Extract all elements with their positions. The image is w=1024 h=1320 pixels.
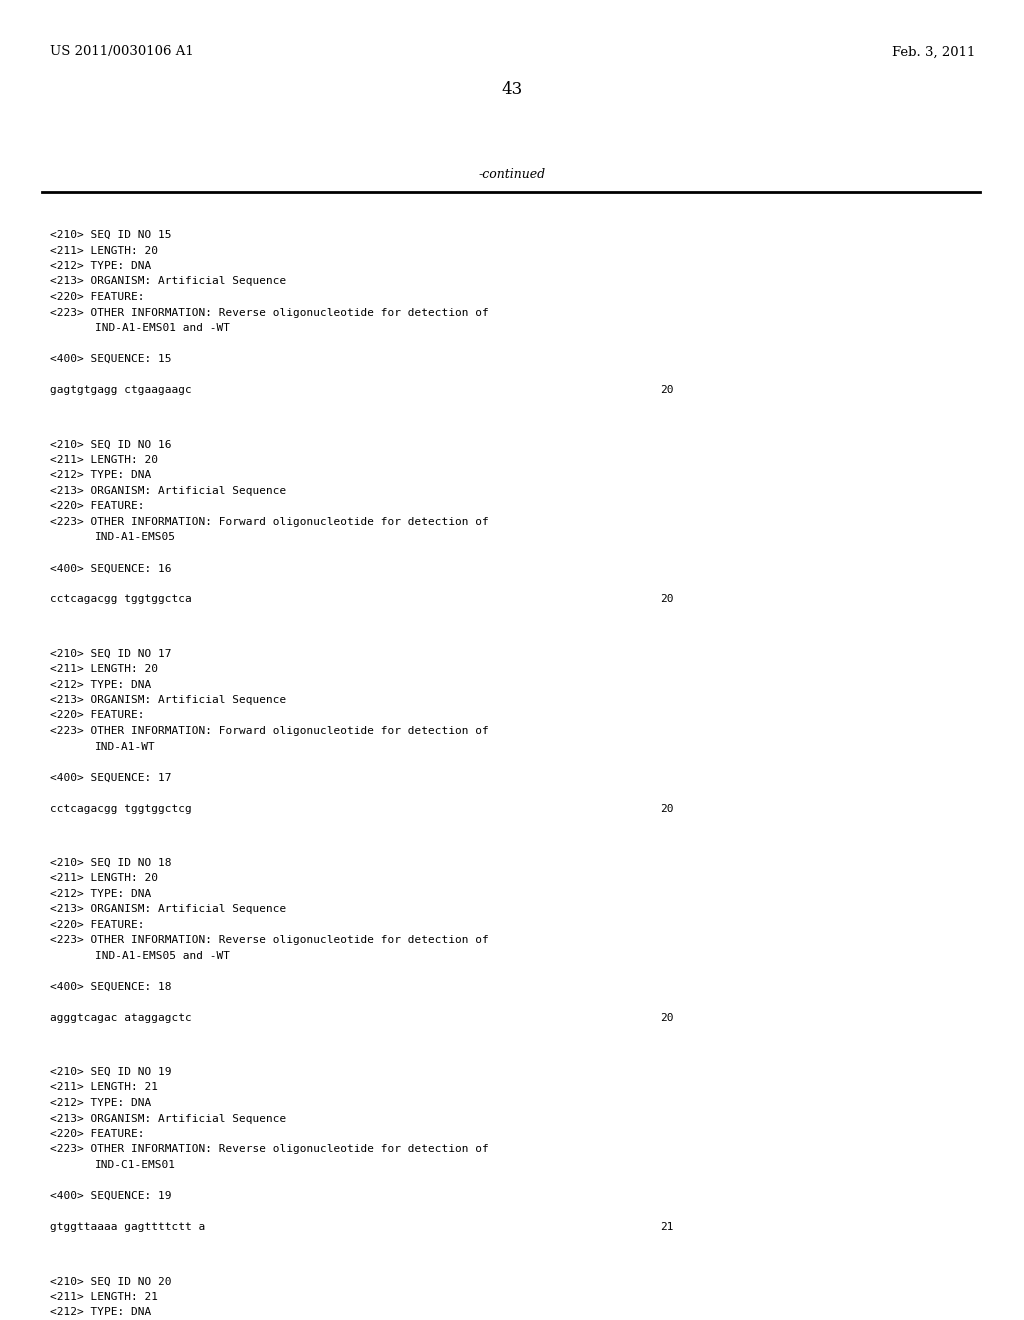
Text: 20: 20 — [660, 804, 674, 813]
Text: <213> ORGANISM: Artificial Sequence: <213> ORGANISM: Artificial Sequence — [50, 276, 287, 286]
Text: <212> TYPE: DNA: <212> TYPE: DNA — [50, 470, 152, 480]
Text: <212> TYPE: DNA: <212> TYPE: DNA — [50, 1098, 152, 1107]
Text: <210> SEQ ID NO 15: <210> SEQ ID NO 15 — [50, 230, 171, 240]
Text: <223> OTHER INFORMATION: Reverse oligonucleotide for detection of: <223> OTHER INFORMATION: Reverse oligonu… — [50, 308, 488, 318]
Text: gagtgtgagg ctgaagaagc: gagtgtgagg ctgaagaagc — [50, 385, 191, 395]
Text: <400> SEQUENCE: 17: <400> SEQUENCE: 17 — [50, 772, 171, 783]
Text: <223> OTHER INFORMATION: Forward oligonucleotide for detection of: <223> OTHER INFORMATION: Forward oligonu… — [50, 516, 488, 527]
Text: <213> ORGANISM: Artificial Sequence: <213> ORGANISM: Artificial Sequence — [50, 696, 287, 705]
Text: 21: 21 — [660, 1222, 674, 1232]
Text: <223> OTHER INFORMATION: Reverse oligonucleotide for detection of: <223> OTHER INFORMATION: Reverse oligonu… — [50, 936, 488, 945]
Text: <223> OTHER INFORMATION: Reverse oligonucleotide for detection of: <223> OTHER INFORMATION: Reverse oligonu… — [50, 1144, 488, 1155]
Text: 20: 20 — [660, 385, 674, 395]
Text: <220> FEATURE:: <220> FEATURE: — [50, 502, 144, 511]
Text: 43: 43 — [502, 82, 522, 99]
Text: IND-A1-EMS05: IND-A1-EMS05 — [95, 532, 176, 543]
Text: <210> SEQ ID NO 20: <210> SEQ ID NO 20 — [50, 1276, 171, 1286]
Text: <220> FEATURE:: <220> FEATURE: — [50, 920, 144, 929]
Text: <210> SEQ ID NO 16: <210> SEQ ID NO 16 — [50, 440, 171, 449]
Text: IND-A1-WT: IND-A1-WT — [95, 742, 156, 751]
Text: US 2011/0030106 A1: US 2011/0030106 A1 — [50, 45, 194, 58]
Text: <212> TYPE: DNA: <212> TYPE: DNA — [50, 1307, 152, 1317]
Text: <210> SEQ ID NO 18: <210> SEQ ID NO 18 — [50, 858, 171, 867]
Text: <211> LENGTH: 20: <211> LENGTH: 20 — [50, 455, 158, 465]
Text: <212> TYPE: DNA: <212> TYPE: DNA — [50, 680, 152, 689]
Text: <212> TYPE: DNA: <212> TYPE: DNA — [50, 261, 152, 271]
Text: <210> SEQ ID NO 17: <210> SEQ ID NO 17 — [50, 648, 171, 659]
Text: Feb. 3, 2011: Feb. 3, 2011 — [892, 45, 975, 58]
Text: <223> OTHER INFORMATION: Forward oligonucleotide for detection of: <223> OTHER INFORMATION: Forward oligonu… — [50, 726, 488, 737]
Text: cctcagacgg tggtggctcg: cctcagacgg tggtggctcg — [50, 804, 191, 813]
Text: cctcagacgg tggtggctca: cctcagacgg tggtggctca — [50, 594, 191, 605]
Text: 20: 20 — [660, 1012, 674, 1023]
Text: <213> ORGANISM: Artificial Sequence: <213> ORGANISM: Artificial Sequence — [50, 1114, 287, 1123]
Text: gtggttaaaa gagttttctt a: gtggttaaaa gagttttctt a — [50, 1222, 205, 1232]
Text: <220> FEATURE:: <220> FEATURE: — [50, 710, 144, 721]
Text: <220> FEATURE:: <220> FEATURE: — [50, 292, 144, 302]
Text: agggtcagac ataggagctc: agggtcagac ataggagctc — [50, 1012, 191, 1023]
Text: <400> SEQUENCE: 16: <400> SEQUENCE: 16 — [50, 564, 171, 573]
Text: <211> LENGTH: 20: <211> LENGTH: 20 — [50, 664, 158, 675]
Text: IND-A1-EMS05 and -WT: IND-A1-EMS05 and -WT — [95, 950, 230, 961]
Text: <400> SEQUENCE: 18: <400> SEQUENCE: 18 — [50, 982, 171, 991]
Text: <211> LENGTH: 21: <211> LENGTH: 21 — [50, 1292, 158, 1302]
Text: <211> LENGTH: 20: <211> LENGTH: 20 — [50, 874, 158, 883]
Text: IND-A1-EMS01 and -WT: IND-A1-EMS01 and -WT — [95, 323, 230, 333]
Text: <220> FEATURE:: <220> FEATURE: — [50, 1129, 144, 1139]
Text: 20: 20 — [660, 594, 674, 605]
Text: <210> SEQ ID NO 19: <210> SEQ ID NO 19 — [50, 1067, 171, 1077]
Text: <212> TYPE: DNA: <212> TYPE: DNA — [50, 888, 152, 899]
Text: <211> LENGTH: 21: <211> LENGTH: 21 — [50, 1082, 158, 1093]
Text: <213> ORGANISM: Artificial Sequence: <213> ORGANISM: Artificial Sequence — [50, 486, 287, 496]
Text: <400> SEQUENCE: 19: <400> SEQUENCE: 19 — [50, 1191, 171, 1201]
Text: <213> ORGANISM: Artificial Sequence: <213> ORGANISM: Artificial Sequence — [50, 904, 287, 915]
Text: -continued: -continued — [478, 169, 546, 181]
Text: <400> SEQUENCE: 15: <400> SEQUENCE: 15 — [50, 354, 171, 364]
Text: <211> LENGTH: 20: <211> LENGTH: 20 — [50, 246, 158, 256]
Text: IND-C1-EMS01: IND-C1-EMS01 — [95, 1160, 176, 1170]
